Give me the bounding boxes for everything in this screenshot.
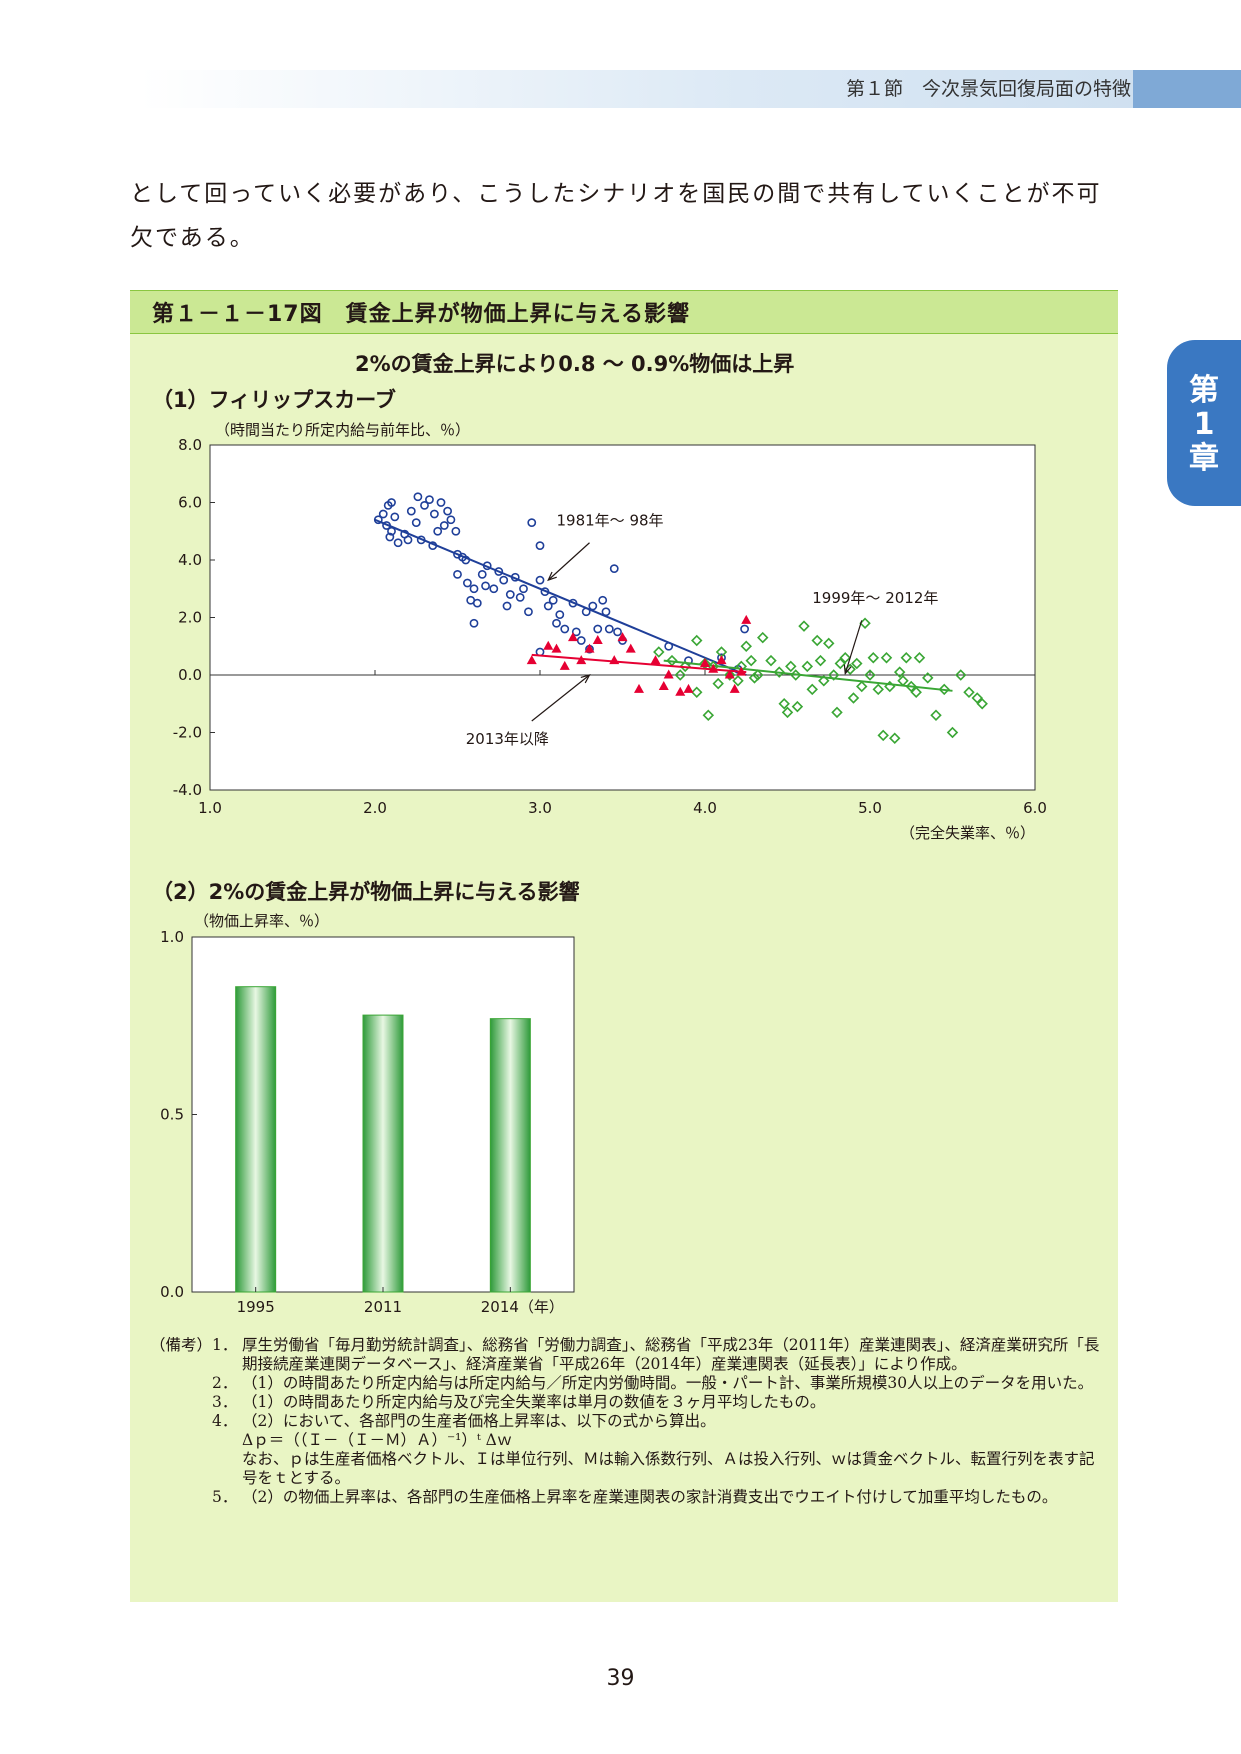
header-tab [1133,70,1241,108]
note-text: （1）の時間あたり所定内給与は所定内給与／所定内労働時間。一般・パート計、事業所… [242,1374,1094,1392]
note-text: （2）の物価上昇率は、各部門の生産価格上昇率を産業連関表の家計消費支出でウエイト… [242,1488,1058,1506]
chapter-tab-char: 章 [1189,441,1219,476]
note-item: 4． （2）において、各部門の生産者価格上昇率は、以下の式から算出。 [150,1412,1100,1431]
note-item: 3． （1）の時間あたり所定内給与及び完全失業率は単月の数値を３ヶ月平均したもの… [150,1393,1100,1412]
note-item: 5． （2）の物価上昇率は、各部門の生産価格上昇率を産業連関表の家計消費支出でウ… [150,1488,1100,1507]
note-label [150,1374,212,1393]
note-number: 2． [212,1374,238,1392]
note-label [150,1450,212,1488]
header-band [140,70,1140,108]
note-text: なお、ｐは生産者価格ベクトル、Ｉは単位行列、Ｍは輸入係数行列、Ａは投入行列、ｗは… [242,1450,1095,1487]
note-number: 1． [212,1336,238,1354]
note-number [212,1450,242,1488]
note-number: 5． [212,1488,238,1506]
figure-title-bar [130,290,1118,334]
note-text: 厚生労働省「毎月勤労統計調査」、総務省「労働力調査」、総務省「平成23年（201… [242,1336,1100,1373]
figure-subtitle: 2%の賃金上昇により0.8 ～ 0.9%物価は上昇 [355,352,795,376]
note-label [150,1488,212,1507]
note-item: なお、ｐは生産者価格ベクトル、Ｉは単位行列、Ｍは輸入係数行列、Ａは投入行列、ｗは… [150,1450,1100,1488]
chapter-tab-char: 第 [1189,373,1219,408]
note-text: （2）において、各部門の生産者価格上昇率は、以下の式から算出。 [242,1412,716,1430]
note-item: 2． （1）の時間あたり所定内給与は所定内給与／所定内労働時間。一般・パート計、… [150,1374,1100,1393]
scatter-section-title: （1）フィリップスカーブ [152,388,396,412]
note-label [150,1393,212,1412]
chapter-tab-num: 1 [1193,407,1215,442]
bar-section-title: （2）2%の賃金上昇が物価上昇に与える影響 [152,880,580,904]
note-label [150,1412,212,1431]
note-text: （1）の時間あたり所定内給与及び完全失業率は単月の数値を３ヶ月平均したもの。 [242,1393,826,1411]
chapter-tab[interactable]: 第 1 章 [1167,340,1241,506]
notes-block: （備考） 1． 厚生労働省「毎月勤労統計調査」、総務省「労働力調査」、総務省「平… [150,1336,1100,1507]
section-header: 第１節 今次景気回復局面の特徴 [845,78,1131,100]
body-paragraph: として回っていく必要があり、こうしたシナリオを国民の間で共有していくことが不可欠… [130,181,1102,251]
figure-title: 第１－１－17図 賃金上昇が物価上昇に与える影響 [152,302,690,327]
page-number: 39 [606,1666,635,1691]
note-item: （備考） 1． 厚生労働省「毎月勤労統計調査」、総務省「労働力調査」、総務省「平… [150,1336,1100,1374]
note-number: 4． [212,1412,238,1430]
note-formula-text: Δｐ＝（（Ｉ－（Ｉ－Ｍ）Ａ）⁻¹）ᵗ Δｗ [242,1431,513,1449]
note-formula: Δｐ＝（（Ｉ－（Ｉ－Ｍ）Ａ）⁻¹）ᵗ Δｗ [150,1431,1100,1450]
note-label: （備考） [150,1336,213,1354]
note-number: 3． [212,1393,238,1411]
